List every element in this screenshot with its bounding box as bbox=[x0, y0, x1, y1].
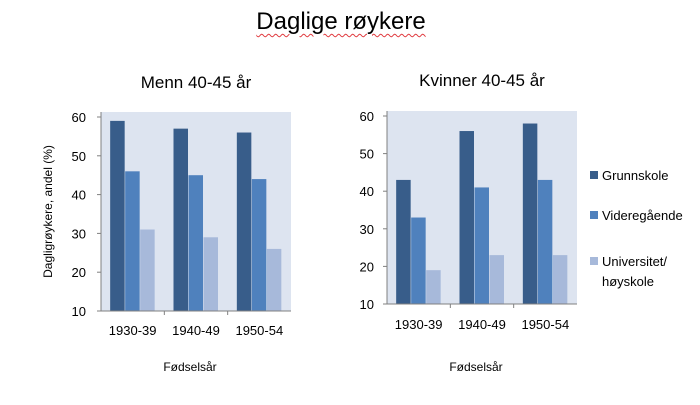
legend-label-2: Videregående bbox=[602, 208, 683, 223]
y-tick-label: 50 bbox=[72, 149, 86, 164]
bar-2-s2-c1 bbox=[411, 217, 426, 304]
chart-title-2: Kvinner 40-45 år bbox=[419, 71, 545, 90]
y-tick-label: 20 bbox=[72, 265, 86, 280]
bar-2-s1-c2 bbox=[459, 131, 474, 304]
legend-label-1: Grunnskole bbox=[602, 168, 668, 183]
x-tick-label: 1930-39 bbox=[395, 317, 443, 332]
bar-2-s3-c3 bbox=[552, 255, 568, 304]
x-axis-label-2: Fødselsår bbox=[449, 360, 502, 374]
x-tick-label: 1930-39 bbox=[109, 323, 157, 338]
x-tick-label: 1950-54 bbox=[521, 317, 569, 332]
bar-2-s1-c3 bbox=[522, 123, 538, 305]
legend-swatch-1 bbox=[590, 171, 598, 179]
bar-2-s2-c2 bbox=[474, 187, 489, 304]
bar-1-s1-c1 bbox=[110, 120, 125, 311]
bar-1-s3-c1 bbox=[140, 229, 155, 311]
y-axis-label-1: Dagligrøykere, andel (%) bbox=[41, 145, 55, 278]
bar-2-s3-c2 bbox=[489, 255, 504, 304]
x-tick-label: 1940-49 bbox=[172, 323, 220, 338]
y-tick-label: 50 bbox=[360, 147, 374, 162]
bar-2-s3-c1 bbox=[426, 270, 441, 304]
y-tick-label: 40 bbox=[360, 184, 374, 199]
bar-1-s2-c2 bbox=[188, 175, 203, 311]
bar-1-s3-c2 bbox=[203, 237, 218, 311]
y-tick-label: 10 bbox=[72, 304, 86, 319]
legend-swatch-3 bbox=[590, 257, 598, 265]
x-tick-label: 1940-49 bbox=[458, 317, 506, 332]
bar-2-s2-c3 bbox=[537, 179, 553, 304]
y-tick-label: 20 bbox=[360, 259, 374, 274]
chart-title-1: Menn 40-45 år bbox=[141, 73, 252, 92]
y-tick-label: 30 bbox=[360, 222, 374, 237]
bar-1-s1-c3 bbox=[236, 132, 252, 311]
bar-2-s1-c1 bbox=[396, 179, 411, 304]
y-tick-label: 10 bbox=[360, 297, 374, 312]
y-tick-label: 60 bbox=[72, 110, 86, 125]
y-tick-label: 40 bbox=[72, 188, 86, 203]
y-tick-label: 30 bbox=[72, 226, 86, 241]
bar-1-s1-c2 bbox=[173, 128, 188, 311]
legend-label-3: Universitet/ bbox=[602, 254, 667, 269]
page-title: Daglige røykere bbox=[256, 8, 426, 35]
legend-label-3: høyskole bbox=[602, 274, 654, 289]
bar-1-s2-c3 bbox=[251, 179, 267, 311]
bar-1-s3-c3 bbox=[266, 248, 282, 311]
y-tick-label: 60 bbox=[360, 109, 374, 124]
x-tick-label: 1950-54 bbox=[235, 323, 283, 338]
x-axis-label-1: Fødselsår bbox=[163, 360, 216, 374]
legend-swatch-2 bbox=[590, 211, 598, 219]
bar-1-s2-c1 bbox=[125, 171, 140, 311]
